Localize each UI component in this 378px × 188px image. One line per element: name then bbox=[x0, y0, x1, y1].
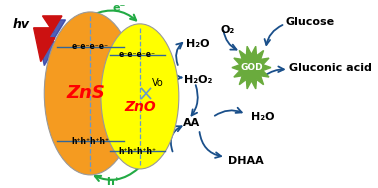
Text: H₂O: H₂O bbox=[251, 112, 275, 122]
Text: h⁺h⁺h⁺h⁺: h⁺h⁺h⁺h⁺ bbox=[71, 137, 109, 146]
Text: ZnO: ZnO bbox=[124, 100, 156, 114]
Polygon shape bbox=[37, 20, 65, 66]
Text: O₂: O₂ bbox=[220, 25, 235, 35]
Text: e⁻e⁻e⁻e⁻: e⁻e⁻e⁻e⁻ bbox=[72, 42, 109, 51]
Text: h⁺: h⁺ bbox=[107, 177, 120, 187]
Text: Gluconic acid: Gluconic acid bbox=[290, 63, 372, 73]
Ellipse shape bbox=[44, 12, 136, 175]
Text: GOD: GOD bbox=[240, 63, 263, 72]
Text: AA: AA bbox=[183, 118, 200, 128]
Text: ZnS: ZnS bbox=[67, 84, 105, 102]
Polygon shape bbox=[34, 16, 62, 62]
Text: h⁺h⁺h⁺h⁺: h⁺h⁺h⁺h⁺ bbox=[118, 147, 156, 156]
Text: DHAA: DHAA bbox=[228, 156, 264, 166]
Ellipse shape bbox=[101, 24, 179, 169]
Text: Vo: Vo bbox=[152, 78, 164, 89]
Polygon shape bbox=[232, 46, 271, 89]
Text: H₂O₂: H₂O₂ bbox=[184, 74, 212, 85]
Text: e⁻e⁻e⁻e⁻: e⁻e⁻e⁻e⁻ bbox=[119, 50, 156, 59]
Text: e⁻: e⁻ bbox=[113, 3, 126, 13]
Text: H₂O: H₂O bbox=[186, 39, 209, 49]
Text: hv: hv bbox=[12, 18, 29, 31]
Text: Glucose: Glucose bbox=[285, 17, 334, 27]
